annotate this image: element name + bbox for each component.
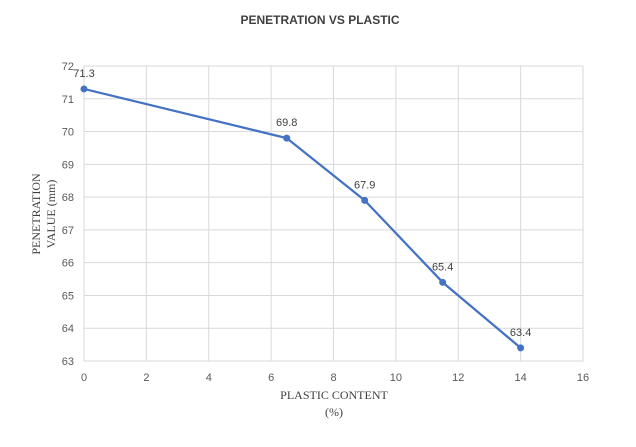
y-tick-labels: 63 64 65 66 67 68 69 70 71 72: [62, 61, 74, 368]
x-tick-label: 6: [268, 372, 274, 384]
x-tick-label: 0: [81, 372, 87, 384]
data-label: 65.4: [432, 261, 453, 273]
data-label: 71.3: [73, 68, 94, 80]
y-axis-title-line-1: PENETRATION: [29, 173, 43, 255]
data-point: [361, 196, 369, 204]
y-tick-label: 67: [62, 225, 74, 237]
x-tick-label: 2: [143, 372, 149, 384]
data-point: [439, 278, 447, 286]
x-tick-labels: 0 2 4 6 8 10 12 14 16: [81, 372, 589, 384]
y-tick-label: 65: [62, 290, 74, 302]
x-axis-title-line-2: (%): [325, 405, 343, 419]
y-tick-label: 70: [62, 127, 74, 139]
data-label: 69.8: [276, 117, 297, 129]
data-labels: 71.3 69.8 67.9 65.4 63.4: [73, 68, 531, 339]
x-tick-label: 14: [515, 372, 527, 384]
data-label: 67.9: [354, 179, 375, 191]
x-tick-label: 10: [390, 372, 402, 384]
data-point: [517, 344, 525, 352]
y-tick-label: 64: [62, 323, 74, 335]
chart-title: PENETRATION VS PLASTIC: [240, 13, 399, 27]
x-tick-label: 8: [330, 372, 336, 384]
x-axis-title-line-1: PLASTIC CONTENT: [280, 388, 388, 402]
y-axis-title-line-2: VALUE (mm): [44, 180, 58, 249]
x-tick-label: 12: [452, 372, 464, 384]
x-tick-label: 16: [577, 372, 589, 384]
data-label: 63.4: [510, 327, 531, 339]
y-tick-label: 72: [62, 61, 74, 73]
data-point: [80, 85, 88, 93]
y-tick-label: 63: [62, 356, 74, 368]
y-tick-label: 69: [62, 159, 74, 171]
data-point: [283, 134, 291, 142]
series-group: [80, 85, 525, 352]
y-tick-label: 66: [62, 258, 74, 270]
y-tick-label: 68: [62, 192, 74, 204]
gridlines: [83, 65, 584, 362]
x-tick-label: 4: [206, 372, 212, 384]
y-tick-label: 71: [62, 94, 74, 106]
y-axis-title: PENETRATION VALUE (mm): [29, 173, 58, 255]
